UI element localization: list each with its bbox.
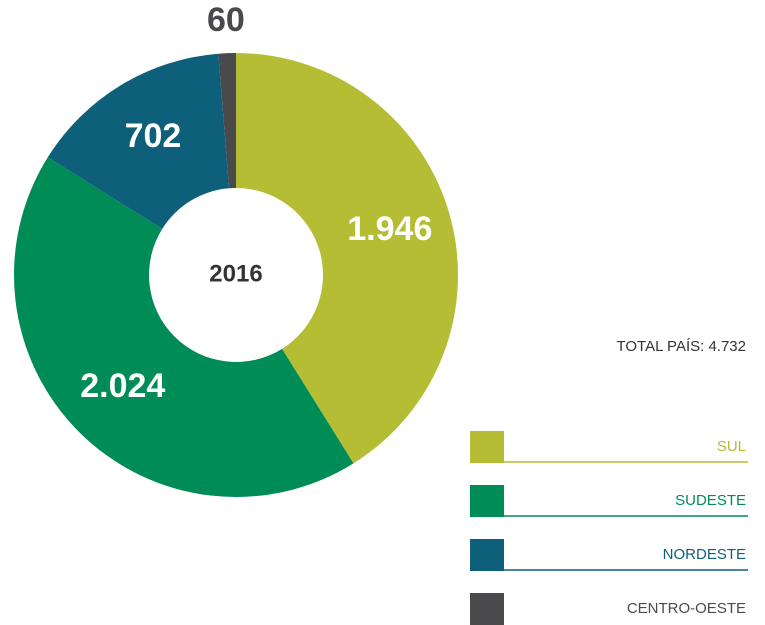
legend-label: SUDESTE [675, 492, 746, 509]
value-label: 1.946 [347, 210, 432, 248]
donut-slice [218, 53, 236, 189]
donut-slice [236, 53, 458, 464]
legend-swatch [470, 485, 504, 517]
total-annotation: TOTAL PAÍS: 4.732 [616, 338, 746, 355]
legend-label: SUL [717, 438, 746, 455]
value-label: 60 [207, 1, 245, 39]
donut-slice [47, 53, 230, 229]
legend-swatch [470, 539, 504, 571]
value-label: 2.024 [80, 367, 165, 405]
center-label: 2016 [209, 260, 262, 287]
legend-label: NORDESTE [663, 546, 746, 563]
legend-label: CENTRO-OESTE [627, 600, 746, 617]
legend-swatch [470, 431, 504, 463]
value-label: 702 [125, 117, 182, 155]
legend-swatch [470, 593, 504, 625]
donut-slice [13, 157, 354, 498]
